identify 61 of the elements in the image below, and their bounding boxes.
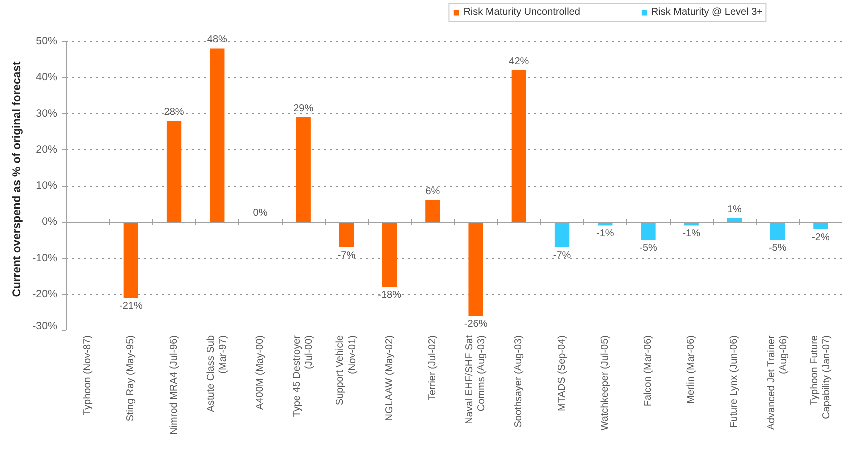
y-tick-label: -20% xyxy=(32,288,58,300)
y-tick-label: 40% xyxy=(36,72,58,84)
bar xyxy=(554,222,570,248)
data-label: -5% xyxy=(768,243,787,254)
bar xyxy=(727,218,742,222)
x-tick-label: Naval EHF/SHF Sat Comms (Aug-03) xyxy=(464,335,488,424)
data-label: -2% xyxy=(812,232,830,244)
y-tick-label: 20% xyxy=(36,144,58,156)
x-tick-label: Watchkeeper (Jul-05) xyxy=(600,335,611,431)
x-tick-label: NGLAAW (May-02) xyxy=(384,335,396,422)
bar xyxy=(166,120,182,222)
x-tick-label: Soothsayer (Aug-03) xyxy=(514,335,525,428)
x-tick-label: Typhoon Future Capability (Jan-07) xyxy=(809,335,832,420)
legend-label: Risk Maturity @ Level 3+ xyxy=(651,7,763,18)
x-tick-label: Support Vehicle (Nov-01) xyxy=(335,335,358,406)
y-tick-label: 0% xyxy=(42,216,58,228)
y-tick-label: -10% xyxy=(32,252,58,264)
data-label: -1% xyxy=(596,228,614,240)
data-label: -7% xyxy=(338,250,356,262)
bar xyxy=(339,222,354,248)
y-tick-label: 30% xyxy=(36,108,58,120)
data-label: 42% xyxy=(509,56,530,68)
data-label: 29% xyxy=(294,103,314,114)
data-label: 1% xyxy=(727,204,742,216)
bar xyxy=(382,222,398,288)
x-tick-label: Advanced Jet Trainer (Aug-06) xyxy=(766,335,790,430)
data-label: 28% xyxy=(164,106,184,118)
y-tick-label: 10% xyxy=(36,180,58,192)
data-label: 6% xyxy=(426,186,440,198)
bar xyxy=(426,200,440,222)
data-label: -5% xyxy=(640,243,658,254)
x-tick-label: Astute Class Sub (Mar-97) xyxy=(206,335,229,412)
data-label: 0% xyxy=(253,208,268,220)
data-label: -21% xyxy=(119,300,143,312)
x-tick-label: Typhoon (Nov-87) xyxy=(82,335,94,416)
x-tick-label: Future Lynx (Jun-06) xyxy=(729,335,740,428)
data-label: 48% xyxy=(207,34,228,46)
bar xyxy=(468,222,484,316)
bar xyxy=(124,222,138,298)
x-tick-label: Falcon (Mar-06) xyxy=(643,335,654,407)
y-tick-label: -30% xyxy=(32,320,58,332)
data-label: -7% xyxy=(553,250,572,262)
bar xyxy=(296,117,311,222)
data-label: -18% xyxy=(378,290,402,302)
bar xyxy=(770,222,786,240)
data-label: -1% xyxy=(682,228,701,240)
x-tick-label: Type 45 Destroyer (Jul-00) xyxy=(292,334,316,418)
y-tick-label: 50% xyxy=(36,36,58,48)
bar xyxy=(210,48,225,222)
x-tick-label: Nimrod MRA4 (Jul-96) xyxy=(168,335,180,435)
x-tick-label: MTADS (Sep-04) xyxy=(556,335,568,412)
bar xyxy=(641,222,656,240)
x-tick-label: Sting Ray (May-95) xyxy=(126,335,137,422)
legend-label: Risk Maturity Uncontrolled xyxy=(464,7,580,18)
x-tick-label: A400M (May-00) xyxy=(255,336,266,410)
y-axis-title: Current overspend as % of original forecast xyxy=(12,62,24,298)
data-label: -26% xyxy=(464,319,488,330)
x-tick-label: Merlin (Mar-06) xyxy=(686,335,698,404)
bar xyxy=(512,70,526,222)
x-tick-label: Terrier (Jul-02) xyxy=(427,335,438,401)
bar xyxy=(814,222,828,230)
